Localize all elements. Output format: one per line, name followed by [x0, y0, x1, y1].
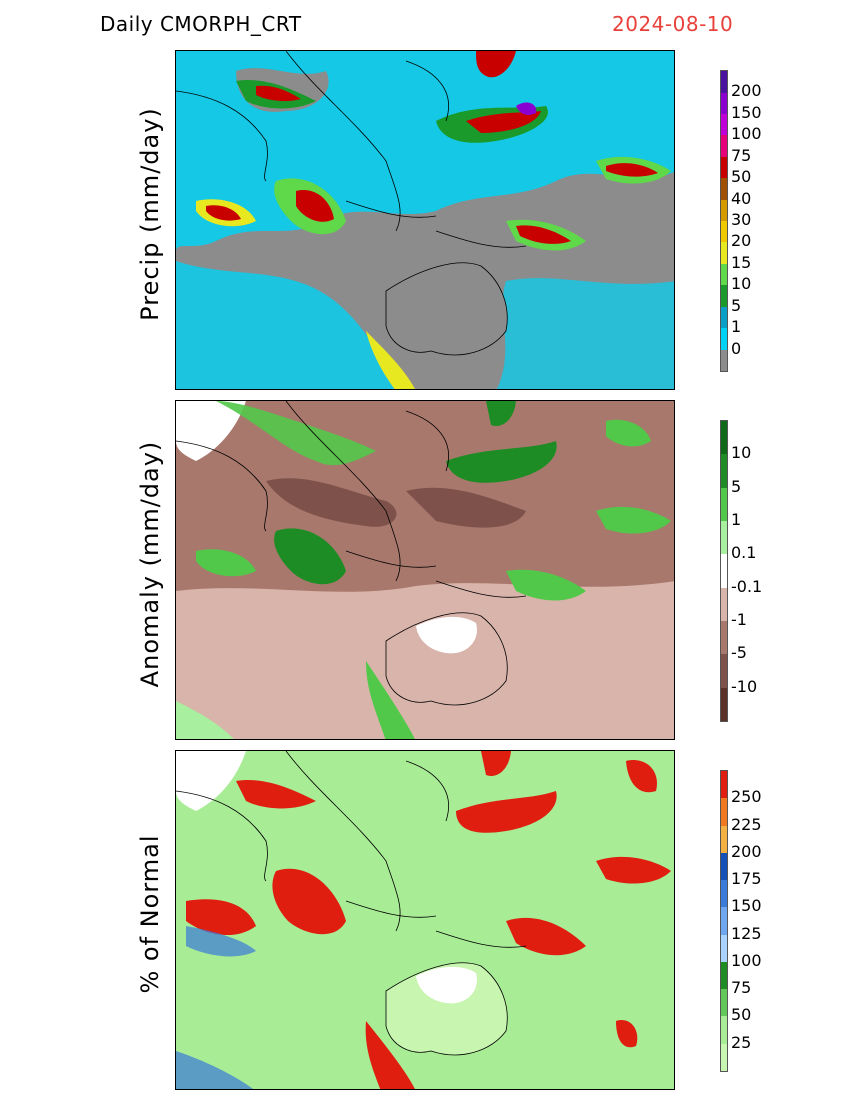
colorbar-tick-label: -5 — [731, 643, 747, 663]
colorbar-segment — [721, 242, 727, 264]
colorbar-segment — [721, 328, 727, 350]
colorbar-tick-label: 225 — [731, 814, 762, 834]
colorbar-tick-label: 10 — [731, 443, 752, 463]
colorbar-tick-label: 75 — [731, 978, 752, 998]
colorbar-tick-label: 150 — [731, 896, 762, 916]
colorbar-tick-label: 250 — [731, 787, 762, 807]
pct-normal-map — [175, 750, 675, 1090]
colorbar-segment — [721, 221, 727, 243]
colorbar-segment — [721, 934, 727, 962]
colorbar-segment — [721, 487, 727, 522]
colorbar-tick-label: 0 — [731, 338, 742, 358]
colorbar-tick-label: 100 — [731, 950, 762, 970]
colorbar-segment — [721, 852, 727, 881]
colorbar-segment — [721, 961, 727, 990]
colorbar-tick-label: 50 — [731, 1005, 752, 1025]
colorbar-tick-label: 20 — [731, 231, 752, 251]
colorbar-segment — [721, 285, 727, 307]
colorbar-tick-label: 5 — [731, 476, 742, 496]
colorbar-tick-label: 30 — [731, 210, 752, 229]
colorbar-segment — [721, 521, 727, 555]
precip-map — [175, 50, 675, 390]
colorbar-segment — [721, 349, 727, 371]
colorbar-segment — [721, 654, 727, 688]
colorbar-tick-label: -0.1 — [731, 576, 763, 596]
anomaly-axis-label: Anomaly (mm/day) — [136, 440, 164, 688]
colorbar-segment — [721, 71, 727, 93]
colorbar-segment — [721, 825, 727, 853]
pct-normal-axis-label: % of Normal — [136, 834, 164, 994]
precip-colorbar — [720, 70, 728, 372]
colorbar-segment — [721, 587, 727, 622]
figure-title: Daily CMORPH_CRT — [100, 12, 302, 36]
pct-normal-colorbar — [720, 770, 728, 1072]
colorbar-segment — [721, 199, 727, 222]
precip-axis-label: Precip (mm/day) — [136, 107, 164, 321]
colorbar-segment — [721, 771, 727, 799]
colorbar-segment — [721, 1016, 727, 1044]
colorbar-tick-label: 5 — [731, 295, 742, 315]
colorbar-segment — [721, 554, 727, 588]
colorbar-segment — [721, 421, 727, 455]
colorbar-segment — [721, 454, 727, 488]
anomaly-map — [175, 400, 675, 740]
colorbar-segment — [721, 178, 727, 200]
colorbar-segment — [721, 907, 727, 935]
colorbar-tick-label: -1 — [731, 610, 747, 629]
colorbar-segment — [721, 880, 727, 908]
colorbar-tick-label: 25 — [731, 1032, 752, 1052]
colorbar-segment — [721, 156, 727, 179]
colorbar-tick-label: 1 — [731, 317, 742, 337]
colorbar-tick-label: 200 — [731, 81, 762, 101]
colorbar-segment — [721, 1043, 727, 1071]
colorbar-segment — [721, 989, 727, 1017]
colorbar-tick-label: 10 — [731, 274, 752, 294]
colorbar-tick-label: 200 — [731, 841, 762, 861]
colorbar-tick-label: 75 — [731, 145, 752, 165]
colorbar-segment — [721, 113, 727, 136]
colorbar-segment — [721, 306, 727, 329]
anomaly-colorbar — [720, 420, 728, 722]
colorbar-tick-label: 175 — [731, 869, 762, 889]
colorbar-tick-label: 100 — [731, 124, 762, 144]
colorbar-tick-label: 0.1 — [731, 543, 757, 563]
colorbar-tick-label: 50 — [731, 167, 752, 187]
colorbar-segment — [721, 798, 727, 826]
colorbar-segment — [721, 135, 727, 157]
colorbar-tick-label: -10 — [731, 676, 758, 696]
colorbar-tick-label: 40 — [731, 188, 752, 208]
colorbar-segment — [721, 621, 727, 655]
colorbar-segment — [721, 263, 727, 286]
colorbar-tick-label: 15 — [731, 252, 752, 272]
date-label: 2024-08-10 — [612, 12, 734, 36]
colorbar-tick-label: 125 — [731, 923, 762, 943]
colorbar-tick-label: 150 — [731, 102, 762, 122]
colorbar-tick-label: 1 — [731, 510, 742, 529]
colorbar-segment — [721, 92, 727, 114]
colorbar-segment — [721, 687, 727, 721]
